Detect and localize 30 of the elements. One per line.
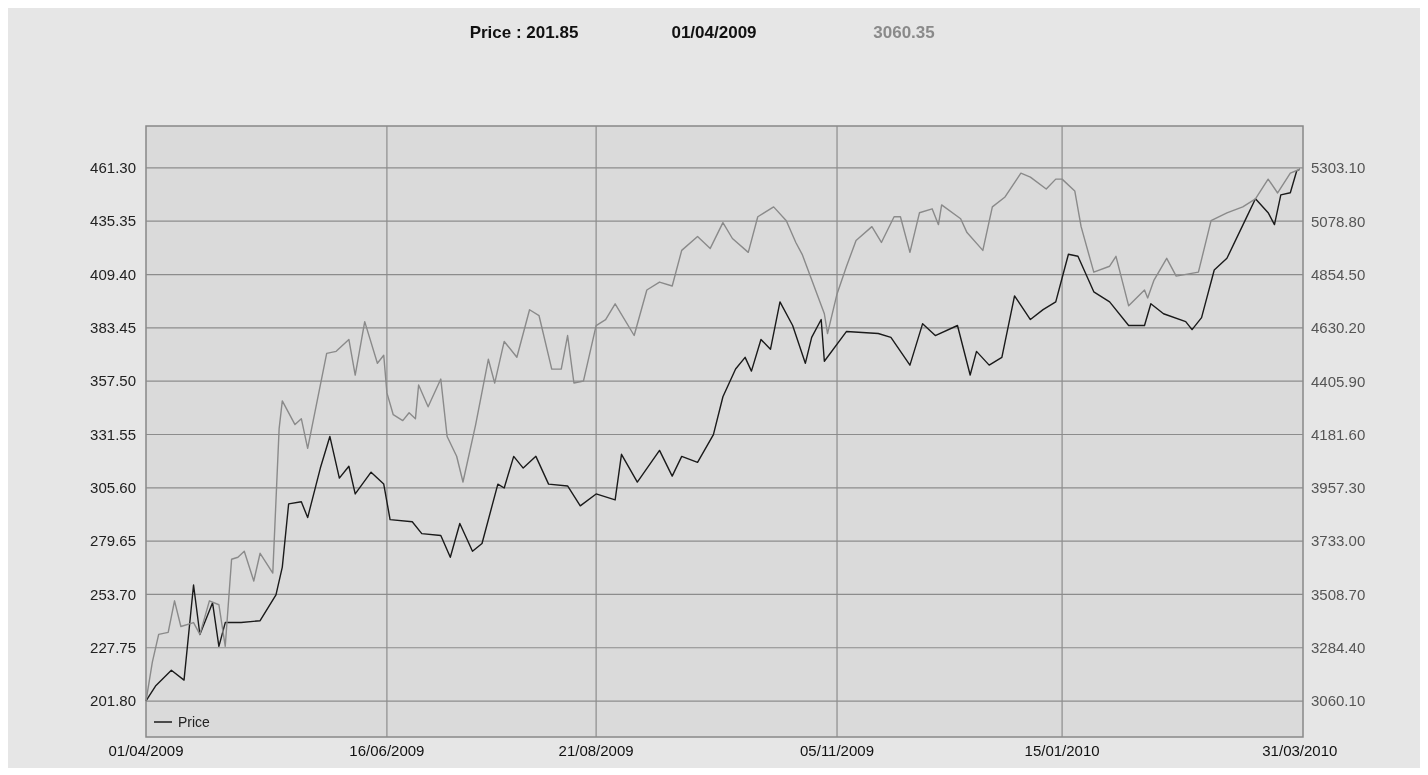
y-tick-label: 331.55 bbox=[90, 425, 136, 443]
y2-tick-label: 4630.20 bbox=[1311, 319, 1366, 337]
y-tick-label: 305.60 bbox=[90, 479, 136, 497]
x-tick-label: 15/01/2010 bbox=[1024, 742, 1100, 759]
y-tick-label: 227.75 bbox=[90, 638, 136, 656]
x-tick-label: 16/06/2009 bbox=[349, 742, 425, 759]
x-tick-label: 21/08/2009 bbox=[558, 742, 634, 759]
y-tick-label: 253.70 bbox=[90, 585, 136, 603]
y2-tick-label: 3957.30 bbox=[1311, 479, 1366, 497]
y2-tick-label: 3060.10 bbox=[1311, 692, 1366, 710]
y-tick-label: 461.30 bbox=[90, 159, 136, 177]
legend-label: Price bbox=[178, 714, 211, 730]
y2-tick-label: 3284.40 bbox=[1311, 639, 1366, 657]
y-tick-label: 383.45 bbox=[90, 319, 136, 337]
x-tick-label: 05/11/2009 bbox=[800, 742, 875, 759]
y-tick-label: 201.80 bbox=[90, 692, 136, 710]
y2-tick-label: 4181.60 bbox=[1311, 425, 1366, 443]
y-tick-label: 409.40 bbox=[90, 265, 136, 283]
y-tick-label: 435.35 bbox=[90, 212, 136, 230]
y2-tick-label: 5303.10 bbox=[1311, 159, 1366, 177]
y-tick-label: 357.50 bbox=[90, 372, 136, 390]
y2-tick-label: 3508.70 bbox=[1311, 585, 1366, 603]
header: Price : 201.85 01/04/2009 3060.35 bbox=[469, 23, 935, 42]
x-tick-label: 31/03/2010 bbox=[1262, 742, 1338, 759]
y2-tick-label: 5078.80 bbox=[1311, 212, 1366, 230]
y2-tick-label: 3733.00 bbox=[1311, 532, 1366, 550]
y-tick-label: 279.65 bbox=[90, 532, 136, 550]
x-tick-label: 01/04/2009 bbox=[108, 742, 184, 759]
y2-tick-label: 4854.50 bbox=[1311, 265, 1366, 283]
y2-tick-label: 4405.90 bbox=[1311, 372, 1366, 390]
